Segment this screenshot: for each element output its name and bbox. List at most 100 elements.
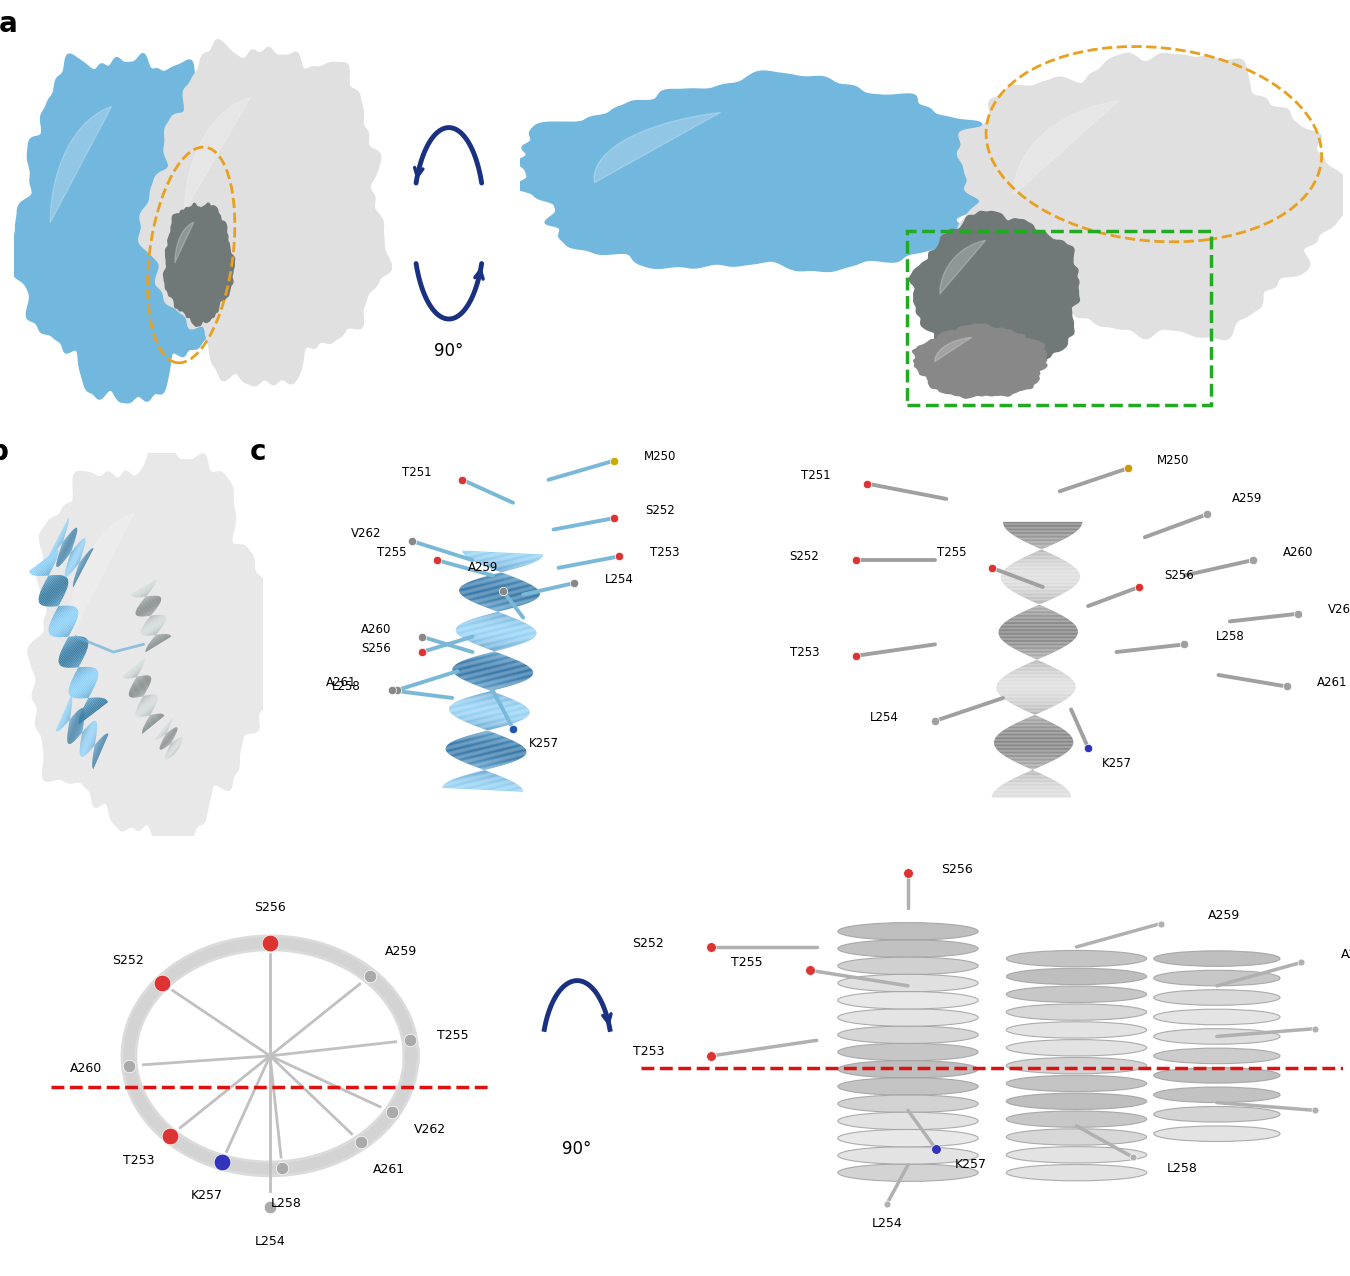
- Polygon shape: [65, 633, 70, 637]
- Polygon shape: [143, 621, 165, 635]
- Polygon shape: [458, 676, 528, 680]
- Polygon shape: [140, 606, 158, 616]
- Polygon shape: [69, 669, 97, 692]
- Polygon shape: [135, 597, 161, 612]
- Polygon shape: [1023, 772, 1041, 775]
- Polygon shape: [999, 635, 1077, 637]
- Polygon shape: [78, 698, 105, 720]
- Polygon shape: [80, 721, 93, 753]
- Polygon shape: [1023, 653, 1052, 655]
- Polygon shape: [124, 661, 144, 679]
- Polygon shape: [475, 767, 494, 768]
- Polygon shape: [454, 674, 531, 679]
- Text: L254: L254: [255, 1235, 285, 1248]
- Polygon shape: [1010, 590, 1069, 591]
- Polygon shape: [68, 711, 78, 736]
- Polygon shape: [1004, 621, 1073, 623]
- Polygon shape: [1000, 637, 1076, 638]
- Polygon shape: [1018, 614, 1061, 615]
- Bar: [907, 231, 1211, 406]
- Polygon shape: [910, 212, 1080, 378]
- Polygon shape: [463, 775, 504, 777]
- Polygon shape: [135, 597, 161, 614]
- Polygon shape: [51, 614, 78, 635]
- Polygon shape: [72, 667, 90, 683]
- Polygon shape: [481, 646, 509, 648]
- Polygon shape: [491, 574, 510, 575]
- Polygon shape: [452, 671, 533, 676]
- Polygon shape: [73, 549, 93, 587]
- Polygon shape: [467, 773, 501, 776]
- Polygon shape: [139, 602, 161, 616]
- Polygon shape: [148, 715, 151, 717]
- Polygon shape: [459, 591, 540, 596]
- Polygon shape: [78, 726, 84, 736]
- Polygon shape: [171, 746, 180, 757]
- Polygon shape: [999, 752, 1068, 753]
- Polygon shape: [158, 723, 171, 739]
- Polygon shape: [998, 734, 1071, 735]
- Polygon shape: [39, 579, 69, 604]
- Polygon shape: [80, 721, 94, 755]
- Ellipse shape: [838, 1009, 979, 1026]
- Polygon shape: [42, 568, 53, 575]
- Polygon shape: [1023, 556, 1060, 558]
- Polygon shape: [73, 678, 97, 698]
- Polygon shape: [459, 590, 540, 595]
- Polygon shape: [1025, 711, 1045, 712]
- Polygon shape: [88, 734, 97, 753]
- Polygon shape: [481, 731, 494, 732]
- Polygon shape: [68, 708, 81, 740]
- Polygon shape: [482, 653, 506, 656]
- Polygon shape: [45, 570, 51, 575]
- Polygon shape: [136, 694, 155, 711]
- Polygon shape: [73, 667, 86, 678]
- Polygon shape: [468, 558, 536, 563]
- Polygon shape: [157, 721, 171, 740]
- Polygon shape: [995, 748, 1072, 749]
- Polygon shape: [81, 726, 88, 744]
- Polygon shape: [994, 792, 1071, 794]
- Polygon shape: [68, 708, 84, 744]
- Polygon shape: [456, 759, 514, 763]
- Polygon shape: [1006, 528, 1079, 531]
- Polygon shape: [185, 97, 250, 211]
- Text: T251: T251: [402, 466, 432, 478]
- Polygon shape: [176, 222, 194, 263]
- Ellipse shape: [1006, 1004, 1146, 1021]
- Polygon shape: [147, 715, 155, 721]
- Polygon shape: [159, 729, 177, 750]
- Polygon shape: [1012, 670, 1061, 671]
- Polygon shape: [1002, 783, 1062, 785]
- Polygon shape: [77, 723, 84, 738]
- Polygon shape: [135, 598, 161, 614]
- Polygon shape: [80, 698, 104, 717]
- Polygon shape: [462, 679, 522, 683]
- Polygon shape: [39, 575, 63, 593]
- Polygon shape: [73, 715, 85, 743]
- Polygon shape: [32, 556, 58, 575]
- Polygon shape: [455, 664, 532, 669]
- Polygon shape: [495, 570, 508, 572]
- Polygon shape: [1030, 769, 1035, 771]
- Polygon shape: [1021, 720, 1049, 721]
- Polygon shape: [468, 581, 532, 586]
- Ellipse shape: [1154, 1048, 1280, 1064]
- Polygon shape: [50, 107, 112, 223]
- Polygon shape: [88, 698, 90, 701]
- Polygon shape: [471, 766, 498, 768]
- Polygon shape: [131, 581, 157, 596]
- Polygon shape: [80, 722, 92, 750]
- Polygon shape: [161, 729, 173, 743]
- Polygon shape: [81, 689, 93, 698]
- Polygon shape: [138, 699, 158, 717]
- Polygon shape: [450, 711, 529, 716]
- Polygon shape: [140, 695, 148, 702]
- Ellipse shape: [838, 1164, 979, 1182]
- Polygon shape: [594, 112, 721, 182]
- Polygon shape: [466, 582, 533, 587]
- Polygon shape: [144, 708, 154, 716]
- Ellipse shape: [838, 1060, 979, 1078]
- Polygon shape: [471, 601, 525, 605]
- Polygon shape: [1029, 600, 1052, 601]
